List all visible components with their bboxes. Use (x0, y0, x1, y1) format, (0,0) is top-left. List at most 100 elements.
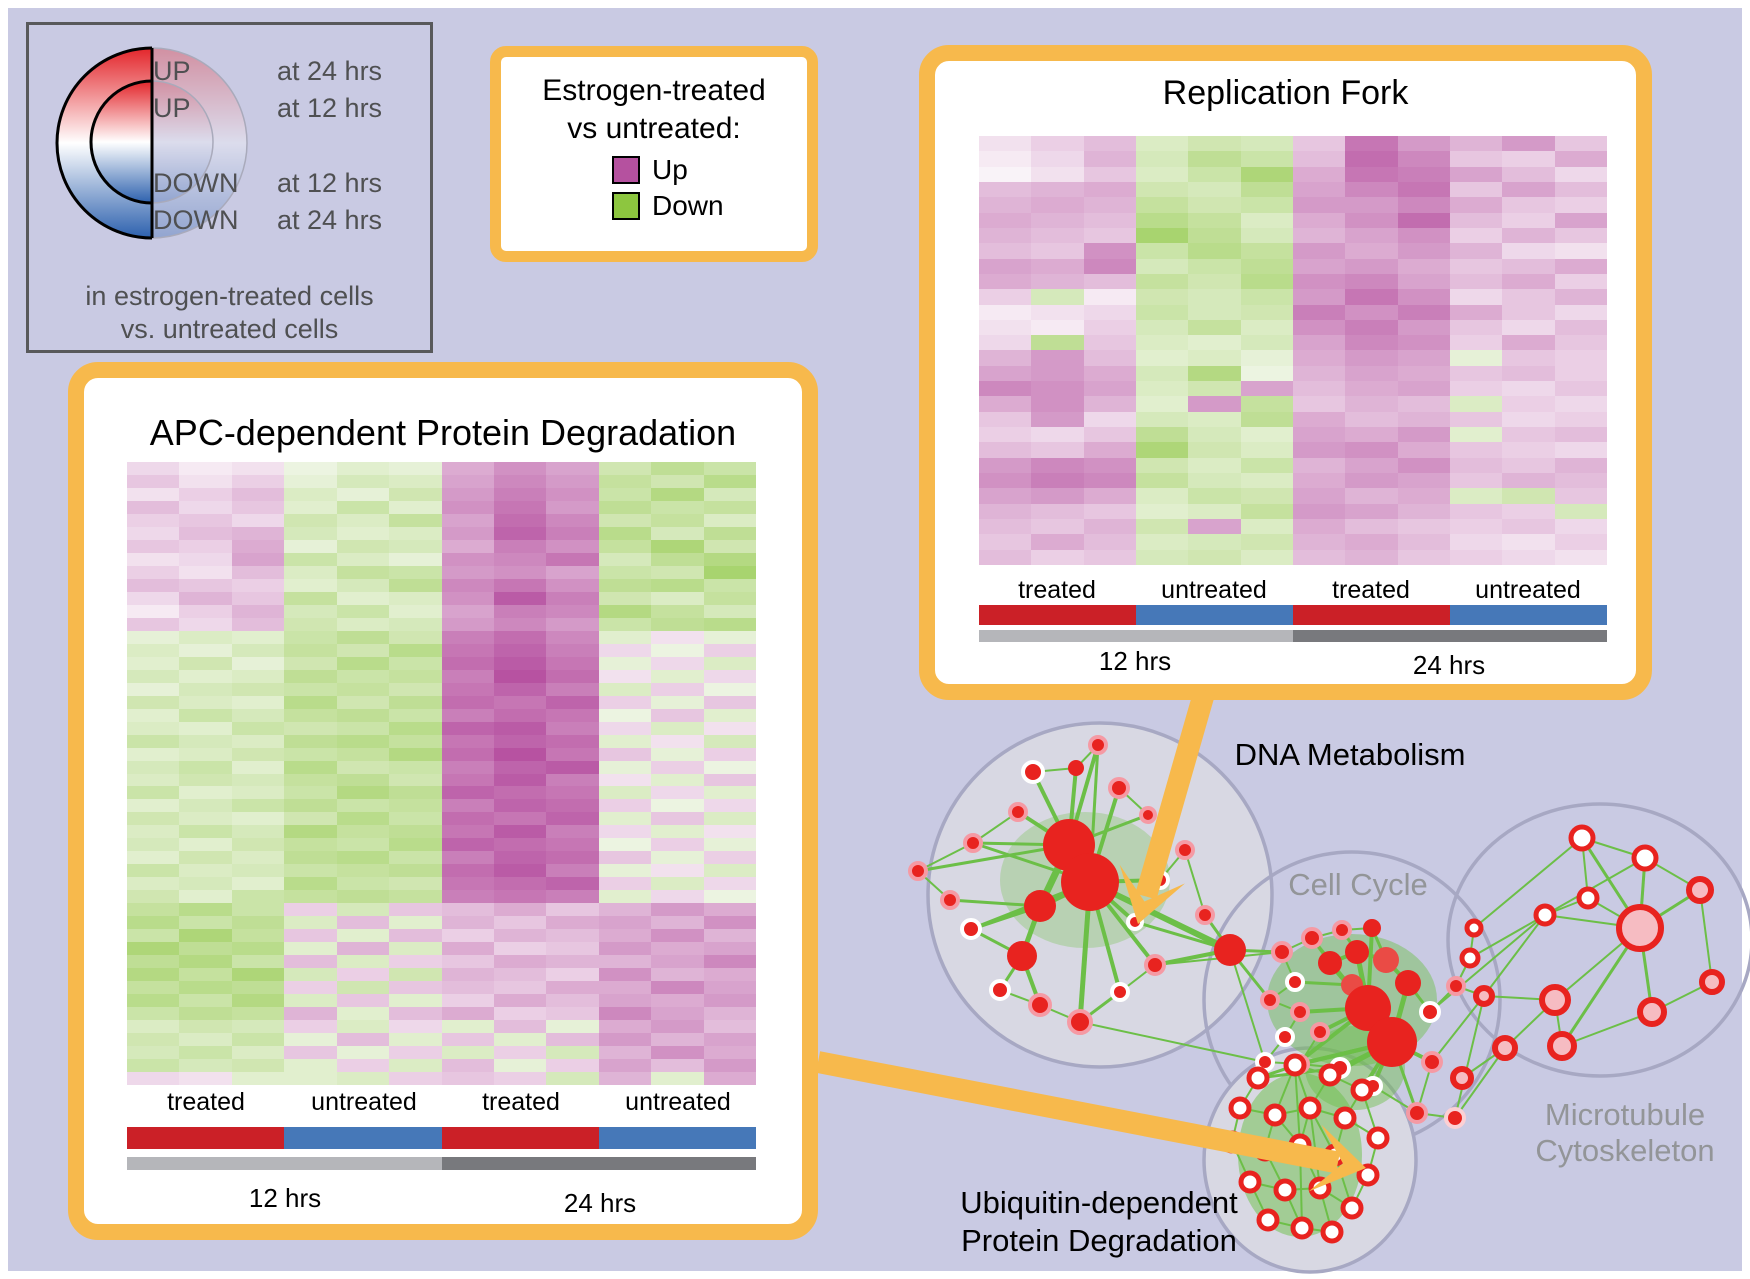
heatmap-cell (127, 513, 180, 527)
heatmap-cell (1345, 534, 1398, 550)
heatmap-cell (1031, 243, 1084, 259)
heatmap-cell (651, 539, 704, 553)
heatmap-cell (598, 617, 652, 631)
heatmap-cell (1502, 350, 1555, 366)
apc-heatmap-panel: APC-dependent Protein Degradation treate… (68, 362, 818, 1240)
heatmap-cell (1031, 396, 1084, 412)
heatmap-cell (546, 591, 599, 605)
heatmap-cell (1397, 457, 1450, 474)
heatmap-cell (1554, 258, 1607, 274)
heatmap-cell (703, 708, 756, 722)
heatmap-cell (703, 968, 756, 982)
heatmap-cell (651, 1020, 704, 1034)
heatmap-cell (231, 539, 285, 553)
heatmap-cell (598, 630, 652, 644)
heatmap-cell (979, 304, 1032, 320)
heatmap-cell (703, 617, 756, 631)
heatmap-cell (1240, 243, 1293, 259)
heatmap-cell (389, 916, 442, 930)
heatmap-cell (441, 786, 494, 800)
heatmap-cell (1502, 411, 1555, 428)
heatmap-cell (493, 565, 547, 579)
heatmap-cell (703, 955, 756, 969)
apc-time-bar (127, 1157, 756, 1170)
heatmap-cell (1135, 549, 1189, 565)
heatmap-cell (703, 500, 756, 514)
down-color-swatch (612, 192, 640, 220)
heatmap-cell (1083, 442, 1136, 458)
heatmap-cell (389, 721, 442, 735)
heatmap-cell (127, 474, 180, 488)
heatmap-cell (336, 617, 390, 631)
heatmap-cell (441, 812, 494, 826)
heatmap-cell (1397, 473, 1450, 489)
heatmap-cell (231, 903, 285, 917)
heatmap-cell (284, 500, 337, 514)
heatmap-cell (127, 565, 180, 579)
heatmap-cell (1188, 335, 1241, 351)
heatmap-cell (979, 151, 1032, 167)
heatmap-cell (1031, 411, 1084, 428)
heatmap-cell (546, 981, 599, 995)
heatmap-cell (598, 565, 652, 579)
heatmap-cell (179, 578, 232, 592)
heatmap-cell (336, 903, 390, 917)
heatmap-cell (546, 578, 599, 592)
heatmap-cell (1554, 381, 1607, 397)
heatmap-cell (127, 1072, 180, 1085)
heatmap-cell (1292, 534, 1346, 550)
heatmap-cell (546, 1020, 599, 1034)
heatmap-cell (493, 786, 547, 800)
heatmap-cell (493, 526, 547, 540)
heatmap-cell (598, 981, 652, 995)
heatmap-cell (703, 462, 756, 475)
heatmap-cell (1502, 319, 1555, 336)
heatmap-cell (231, 1046, 285, 1060)
heatmap-cell (598, 1059, 652, 1073)
heatmap-cell (1083, 427, 1136, 443)
heatmap-cell (1502, 442, 1555, 458)
heatmap-cell (598, 578, 652, 592)
heatmap-cell (231, 994, 285, 1008)
heatmap-cell (651, 1059, 704, 1073)
heatmap-cell (441, 903, 494, 917)
heatmap-cell (1188, 166, 1241, 182)
heatmap-cell (1083, 289, 1136, 305)
heatmap-cell (1449, 457, 1503, 474)
heatmap-cell (336, 462, 390, 475)
up-label: Up (652, 154, 688, 185)
heatmap-cell (651, 526, 704, 540)
heatmap-cell (336, 643, 390, 657)
heatmap-cell (598, 929, 652, 943)
heatmap-cell (1345, 335, 1398, 351)
heatmap-cell (1031, 136, 1084, 152)
heatmap-cell (546, 474, 599, 488)
heatmap-cell (1554, 181, 1607, 198)
heatmap-cell (493, 604, 547, 618)
heatmap-cell (1188, 273, 1241, 290)
heatmap-cell (1397, 136, 1450, 152)
heatmap-cell (493, 877, 547, 891)
heatmap-cell (598, 838, 652, 852)
heatmap-cell (1188, 197, 1241, 213)
heatmap-cell (441, 474, 494, 488)
heatmap-cell (703, 604, 756, 618)
heatmap-cell (651, 760, 704, 774)
heatmap-cell (651, 630, 704, 644)
heatmap-cell (1292, 197, 1346, 213)
heatmap-cell (1188, 442, 1241, 458)
heatmap-cell (1083, 396, 1136, 412)
heatmap-cell (336, 851, 390, 865)
heatmap-cell (598, 864, 652, 878)
heatmap-cell (179, 799, 232, 813)
apc-24hrs-label: 24 hrs (563, 1188, 637, 1218)
heatmap-cell (1240, 227, 1293, 244)
heatmap-cell (1292, 549, 1346, 565)
up-color-swatch (612, 156, 640, 184)
heatmap-cell (1292, 136, 1346, 152)
heatmap-cell (1292, 212, 1346, 228)
heatmap-cell (441, 864, 494, 878)
heatmap-cell (493, 747, 547, 761)
heatmap-cell (284, 786, 337, 800)
